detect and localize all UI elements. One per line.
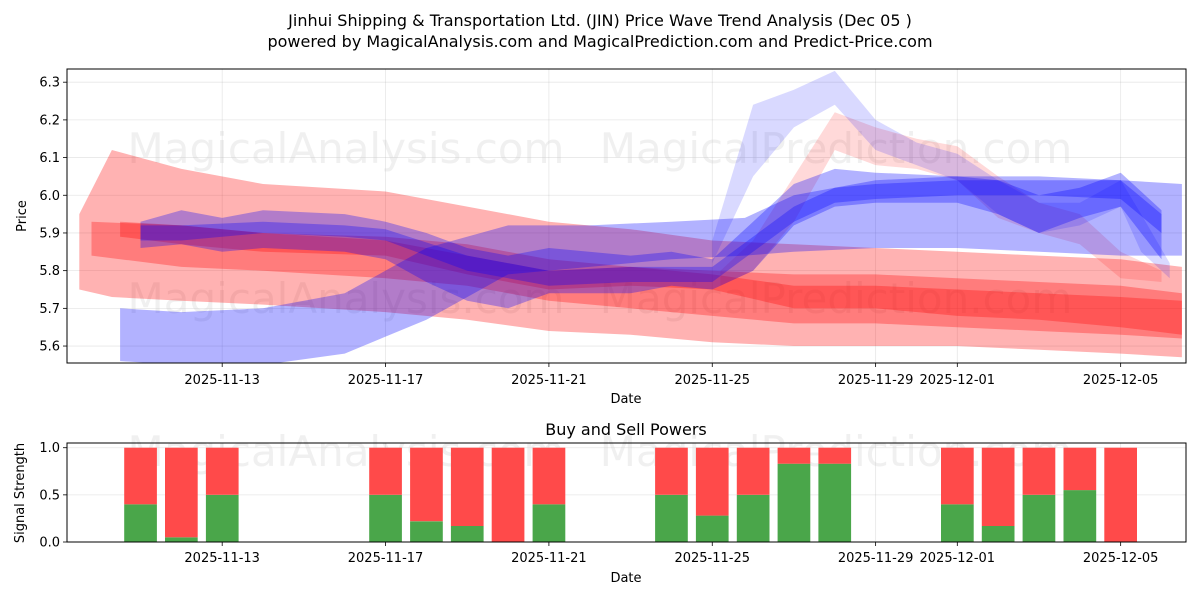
sell-power-bar	[777, 447, 811, 464]
wave-band-blue-core	[140, 168, 1162, 309]
sell-power-bar	[1104, 447, 1137, 542]
price-plot-frame	[66, 68, 1187, 364]
sell-power-bar	[491, 447, 525, 542]
buy-power-bar	[981, 526, 1015, 542]
sell-power-bar	[1022, 447, 1056, 495]
buy-power-bar	[941, 504, 974, 542]
signal-plot-frame	[66, 442, 1187, 543]
price-y-tick-label: 6.1	[39, 151, 60, 166]
price-y-tick-label: 6.2	[39, 113, 60, 128]
buy-power-bar	[818, 463, 852, 542]
price-x-tick-label: 2025-11-29	[838, 373, 914, 388]
price-y-tick-label: 6.3	[39, 76, 60, 91]
watermark-analysis-bottom: MagicalAnalysis.com	[128, 427, 565, 476]
signal-y-tick-label: 0.5	[39, 488, 60, 503]
price-x-tick-label: 2025-11-13	[184, 373, 260, 388]
sell-power-bar	[981, 447, 1015, 526]
price-axis-ticks: 2025-11-13 2025-11-17 2025-11-21 2025-11-25…	[39, 76, 1158, 388]
buy-power-bar	[1063, 490, 1097, 542]
signal-x-tick-label: 2025-12-05	[1083, 551, 1159, 566]
price-x-tick-label: 2025-12-05	[1083, 373, 1159, 388]
price-x-axis-label: Date	[610, 392, 641, 407]
price-x-tick-label: 2025-11-25	[674, 373, 750, 388]
price-x-tick-label: 2025-12-01	[920, 373, 996, 388]
watermark-analysis-top: MagicalAnalysis.com	[128, 124, 565, 173]
signal-axis-ticks: 2025-11-13 2025-11-17 2025-11-21 2025-11-25…	[39, 441, 1158, 566]
sell-power-bar	[941, 447, 974, 505]
signal-bars	[124, 447, 1137, 542]
buy-power-bar	[695, 515, 729, 542]
price-y-tick-label: 5.8	[39, 264, 60, 279]
buy-power-bar	[205, 494, 239, 542]
price-y-tick-label: 5.7	[39, 302, 60, 317]
signal-x-tick-label: 2025-11-25	[674, 551, 750, 566]
buy-power-bar	[532, 504, 566, 542]
buy-power-bar	[369, 494, 402, 542]
buy-power-bar	[655, 494, 688, 542]
buy-power-bar	[1022, 494, 1056, 542]
price-plot-area	[67, 69, 1186, 363]
price-panel: MagicalAnalysis.com MagicalPrediction.co…	[15, 68, 1187, 407]
wave-band-blue-peak	[712, 70, 1170, 279]
signal-y-axis-label: Signal Strength	[13, 443, 28, 543]
price-grid	[67, 69, 1186, 363]
signal-x-tick-label: 2025-11-21	[511, 551, 587, 566]
sell-power-bar	[205, 447, 239, 495]
signal-panel-title: Buy and Sell Powers	[545, 420, 707, 439]
signal-x-tick-label: 2025-11-13	[184, 551, 260, 566]
price-wave-bands	[79, 70, 1182, 363]
buy-power-bar	[777, 463, 811, 542]
sell-power-bar	[124, 447, 157, 505]
buy-power-bar	[410, 521, 443, 542]
sell-power-bar	[165, 447, 198, 538]
wave-band-red-wide-top	[79, 150, 1182, 358]
signal-x-axis-label: Date	[610, 571, 641, 586]
sell-power-bar	[695, 447, 729, 516]
sell-power-bar	[818, 447, 852, 464]
wave-band-red-lower	[120, 221, 1182, 335]
wave-band-blue-middle	[140, 180, 1162, 286]
sell-power-bar	[1063, 447, 1097, 491]
price-x-tick-label: 2025-11-17	[348, 373, 424, 388]
signal-x-tick-label: 2025-11-29	[838, 551, 914, 566]
signal-y-tick-label: 1.0	[39, 441, 60, 456]
watermark-analysis-mid: MagicalAnalysis.com	[128, 274, 565, 323]
signal-x-tick-label: 2025-12-01	[920, 551, 996, 566]
sell-power-bar	[532, 447, 566, 505]
signal-x-tick-label: 2025-11-17	[348, 551, 424, 566]
sell-power-bar	[655, 447, 688, 495]
price-y-tick-label: 6.0	[39, 189, 60, 204]
buy-power-bar	[165, 537, 198, 542]
price-y-tick-label: 5.9	[39, 226, 60, 241]
sell-power-bar	[450, 447, 484, 526]
watermark-prediction-mid: MagicalPrediction.com	[600, 274, 1073, 323]
wave-band-blue-rising	[120, 176, 1182, 363]
price-x-tick-label: 2025-11-21	[511, 373, 587, 388]
price-y-axis-label: Price	[15, 200, 30, 232]
sell-power-bar	[736, 447, 770, 495]
signal-y-tick-label: 0.0	[39, 536, 60, 551]
wave-band-red-upper	[91, 221, 1182, 339]
wave-band-red-peak	[720, 112, 1162, 286]
sell-power-bar	[410, 447, 443, 522]
chart-title-line2: powered by MagicalAnalysis.com and Magic…	[267, 32, 932, 51]
buy-power-bar	[124, 504, 157, 542]
watermark-prediction-top: MagicalPrediction.com	[600, 124, 1073, 173]
buy-power-bar	[450, 526, 484, 542]
sell-power-bar	[369, 447, 402, 495]
price-y-tick-label: 5.6	[39, 340, 60, 355]
signal-panel: Buy and Sell Powers MagicalAnalysis.com …	[13, 420, 1187, 586]
chart-title-line1: Jinhui Shipping & Transportation Ltd. (J…	[287, 11, 912, 30]
buy-power-bar	[736, 494, 770, 542]
